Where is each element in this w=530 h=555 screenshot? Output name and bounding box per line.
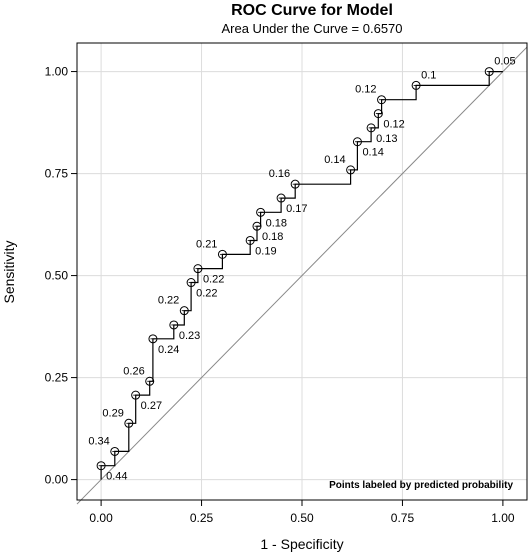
roc-point-label: 0.23 xyxy=(179,330,200,342)
x-tick-label: 0.00 xyxy=(89,511,113,525)
roc-point xyxy=(110,446,120,456)
x-tick-label: 0.75 xyxy=(391,511,415,525)
roc-point-label: 0.12 xyxy=(383,119,404,131)
roc-point xyxy=(245,235,255,245)
roc-point xyxy=(256,207,266,217)
y-tick-label: 0.50 xyxy=(45,269,69,283)
roc-point xyxy=(217,249,227,259)
roc-points: 0.44 0.34 0.29 0.27 0.26 0.240.23 0.22 0.22 0.22… xyxy=(88,56,515,483)
roc-point xyxy=(124,418,134,428)
roc-point-label: 0.1 xyxy=(421,69,436,81)
roc-point-label: 0.12 xyxy=(355,84,376,96)
roc-point xyxy=(373,109,383,119)
roc-point xyxy=(411,80,421,90)
roc-point-label: 0.22 xyxy=(203,274,224,286)
roc-point xyxy=(346,165,356,175)
roc-point-label: 0.14 xyxy=(324,154,345,166)
roc-point-label: 0.13 xyxy=(376,133,397,145)
x-tick-label: 1.00 xyxy=(491,511,515,525)
y-tick-label: 0.25 xyxy=(45,371,69,385)
chart-subtitle: Area Under the Curve = 0.6570 xyxy=(221,21,402,36)
roc-point xyxy=(96,461,106,471)
roc-point-label: 0.16 xyxy=(269,168,290,180)
roc-point xyxy=(366,123,376,133)
roc-point xyxy=(186,278,196,288)
roc-point-label: 0.18 xyxy=(262,231,283,243)
chart-title: ROC Curve for Model xyxy=(231,2,393,19)
roc-point-label: 0.22 xyxy=(158,295,179,307)
roc-point-label: 0.21 xyxy=(196,238,217,250)
roc-point xyxy=(193,264,203,274)
roc-point xyxy=(290,179,300,189)
roc-point-label: 0.44 xyxy=(106,471,127,483)
roc-point-label: 0.22 xyxy=(196,288,217,300)
roc-point xyxy=(169,320,179,330)
roc-point-label: 0.19 xyxy=(255,245,276,257)
roc-point xyxy=(131,390,141,400)
y-tick-label: 1.00 xyxy=(45,65,69,79)
roc-point xyxy=(252,221,262,231)
x-tick-label: 0.25 xyxy=(190,511,214,525)
roc-point xyxy=(179,306,189,316)
reference-diagonal xyxy=(76,46,528,505)
roc-point xyxy=(484,67,494,77)
roc-point-label: 0.29 xyxy=(102,407,123,419)
x-tick-label: 0.50 xyxy=(290,511,314,525)
roc-point xyxy=(377,95,387,105)
roc-point xyxy=(276,193,286,203)
y-axis-label: Sensitivity xyxy=(1,240,17,303)
roc-point xyxy=(148,334,158,344)
points-note: Points labeled by predicted probability xyxy=(329,480,513,491)
roc-point-label: 0.14 xyxy=(362,147,383,159)
roc-point-label: 0.18 xyxy=(266,217,287,229)
roc-point-label: 0.05 xyxy=(494,56,515,68)
roc-point-label: 0.26 xyxy=(123,365,144,377)
roc-point-label: 0.34 xyxy=(88,435,109,447)
y-tick-label: 0.00 xyxy=(45,473,69,487)
roc-point xyxy=(145,376,155,386)
y-tick-label: 0.75 xyxy=(45,167,69,181)
roc-point-label: 0.24 xyxy=(158,344,179,356)
grid-lines xyxy=(77,43,527,500)
x-axis-label: 1 - Specificity xyxy=(260,536,343,552)
roc-point-label: 0.27 xyxy=(141,400,162,412)
roc-point-label: 0.17 xyxy=(286,203,307,215)
roc-point xyxy=(352,137,362,147)
axis-ticks: 0.00 0.25 0.50 0.75 1.00 0.00 0.25 0.50 0.75 1.00 xyxy=(45,65,515,525)
